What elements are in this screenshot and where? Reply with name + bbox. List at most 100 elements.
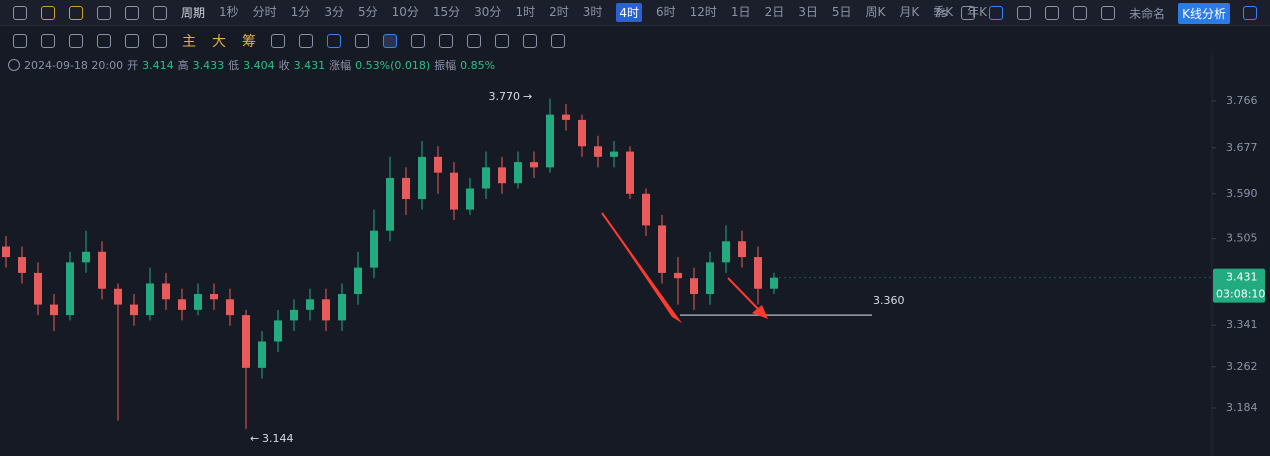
layout-name[interactable]: 未命名	[1129, 6, 1166, 21]
icon[interactable]	[69, 5, 83, 20]
candle-body	[242, 315, 250, 368]
tool[interactable]	[327, 34, 341, 48]
candle-body	[434, 156, 442, 173]
plot: 3.766 3.677 3.590 3.505 3.341 3.262 3.184 3.770…	[2, 90, 1265, 445]
value: 3.404	[243, 58, 275, 72]
interval[interactable]: 2日	[764, 5, 785, 19]
tool[interactable]	[495, 34, 509, 48]
candle-body	[610, 151, 618, 157]
interval[interactable]: 3时	[582, 5, 603, 19]
candle-body	[418, 156, 426, 200]
candle-body	[210, 294, 218, 300]
tool[interactable]	[271, 34, 285, 48]
interval[interactable]: 1秒	[219, 5, 239, 19]
candle-body	[594, 146, 602, 157]
icon[interactable]	[1017, 6, 1032, 20]
icon[interactable]	[1073, 6, 1088, 20]
interval[interactable]: 4时	[616, 3, 642, 22]
drawing-toolbar: 主大筹	[0, 27, 1270, 55]
tool[interactable]	[467, 34, 481, 48]
interval[interactable]: 2时	[549, 5, 569, 19]
candle-body	[354, 267, 362, 295]
candle-body	[82, 251, 90, 263]
tool[interactable]	[523, 34, 537, 48]
tool[interactable]	[411, 34, 425, 48]
candle-body	[530, 162, 538, 168]
icon[interactable]	[97, 5, 111, 20]
icon[interactable]	[8, 59, 20, 71]
y-tick-label: 3.590	[1226, 187, 1258, 200]
interval[interactable]: 3分	[324, 5, 344, 19]
interval[interactable]: 3日	[798, 5, 818, 19]
icon[interactable]	[961, 6, 976, 20]
y-tick-label: 3.505	[1226, 232, 1258, 245]
tool[interactable]	[383, 34, 397, 48]
interval[interactable]: 6时	[656, 5, 676, 19]
icon[interactable]	[1045, 6, 1060, 20]
period[interactable]: 周期	[181, 6, 206, 20]
interval[interactable]: 30分	[474, 5, 502, 19]
interval[interactable]: 5日	[831, 5, 852, 19]
tool[interactable]	[299, 34, 313, 48]
candle-body	[674, 272, 682, 279]
y-tick-label: 3.766	[1226, 94, 1258, 107]
right-tools: 7s 未命名 K线分析	[926, 0, 1264, 26]
label: 开	[127, 59, 139, 72]
interval[interactable]: 5分	[357, 5, 378, 19]
top-toolbar: 周期 1秒 分时 1分 3分 5分 10分 15分 30分 1时 2时 3时 4时 6时 12时 1日 2日 3…	[0, 0, 1270, 26]
tool-text[interactable]: 主	[182, 34, 196, 50]
interval[interactable]: 周K	[865, 5, 886, 19]
candle-body	[98, 251, 106, 289]
interval[interactable]: 年K	[967, 5, 987, 19]
candle-body	[146, 283, 154, 316]
analysis-button[interactable]: K线分析	[1178, 2, 1230, 24]
candle-body	[306, 299, 314, 310]
tool-text[interactable]: 大	[212, 34, 226, 50]
candle-body	[2, 246, 10, 258]
icon[interactable]	[13, 5, 27, 20]
tool[interactable]	[69, 34, 83, 48]
last-price-box	[1213, 268, 1265, 303]
icon[interactable]	[989, 6, 1004, 20]
refresh[interactable]: 7s	[933, 6, 948, 20]
interval[interactable]: 15分	[432, 5, 461, 19]
interval[interactable]: 1时	[515, 5, 536, 19]
tool[interactable]	[41, 34, 55, 48]
icon[interactable]	[125, 5, 139, 20]
interval[interactable]: 季K	[933, 5, 954, 19]
chart: 3.766 3.677 3.590 3.505 3.341 3.262 3.184 3.770…	[2, 55, 1265, 456]
tool[interactable]	[439, 34, 453, 48]
candle-body	[162, 283, 170, 300]
tool[interactable]	[125, 34, 139, 48]
candle-body	[178, 299, 186, 310]
value: 3.431	[293, 58, 326, 72]
icon[interactable]	[41, 5, 55, 20]
candle-body	[498, 167, 506, 184]
tool[interactable]	[13, 34, 27, 48]
candle-body	[546, 114, 554, 168]
icon[interactable]	[153, 5, 167, 20]
label: 振幅	[434, 59, 457, 72]
interval[interactable]: 1日	[730, 5, 751, 19]
candle-body	[402, 177, 410, 200]
interval[interactable]: 月K	[899, 5, 920, 19]
icon[interactable]	[1101, 6, 1116, 20]
tool-text[interactable]: 筹	[242, 34, 256, 50]
candle-body	[130, 304, 138, 316]
datetime: 2024-09-18 20:00	[24, 58, 124, 72]
tool[interactable]	[551, 34, 565, 48]
interval[interactable]: 分时	[252, 5, 277, 19]
value: 0.85%	[460, 58, 496, 72]
interval[interactable]: 1分	[290, 5, 311, 19]
y-tick-label: 3.184	[1226, 401, 1258, 414]
tool[interactable]	[97, 34, 111, 48]
candle-body	[194, 294, 202, 310]
arrow	[601, 212, 677, 318]
interval[interactable]: 12时	[689, 5, 717, 19]
tool[interactable]	[153, 34, 167, 48]
icon[interactable]	[1243, 6, 1257, 20]
interval[interactable]: 10分	[391, 5, 419, 19]
tool[interactable]	[355, 34, 369, 48]
